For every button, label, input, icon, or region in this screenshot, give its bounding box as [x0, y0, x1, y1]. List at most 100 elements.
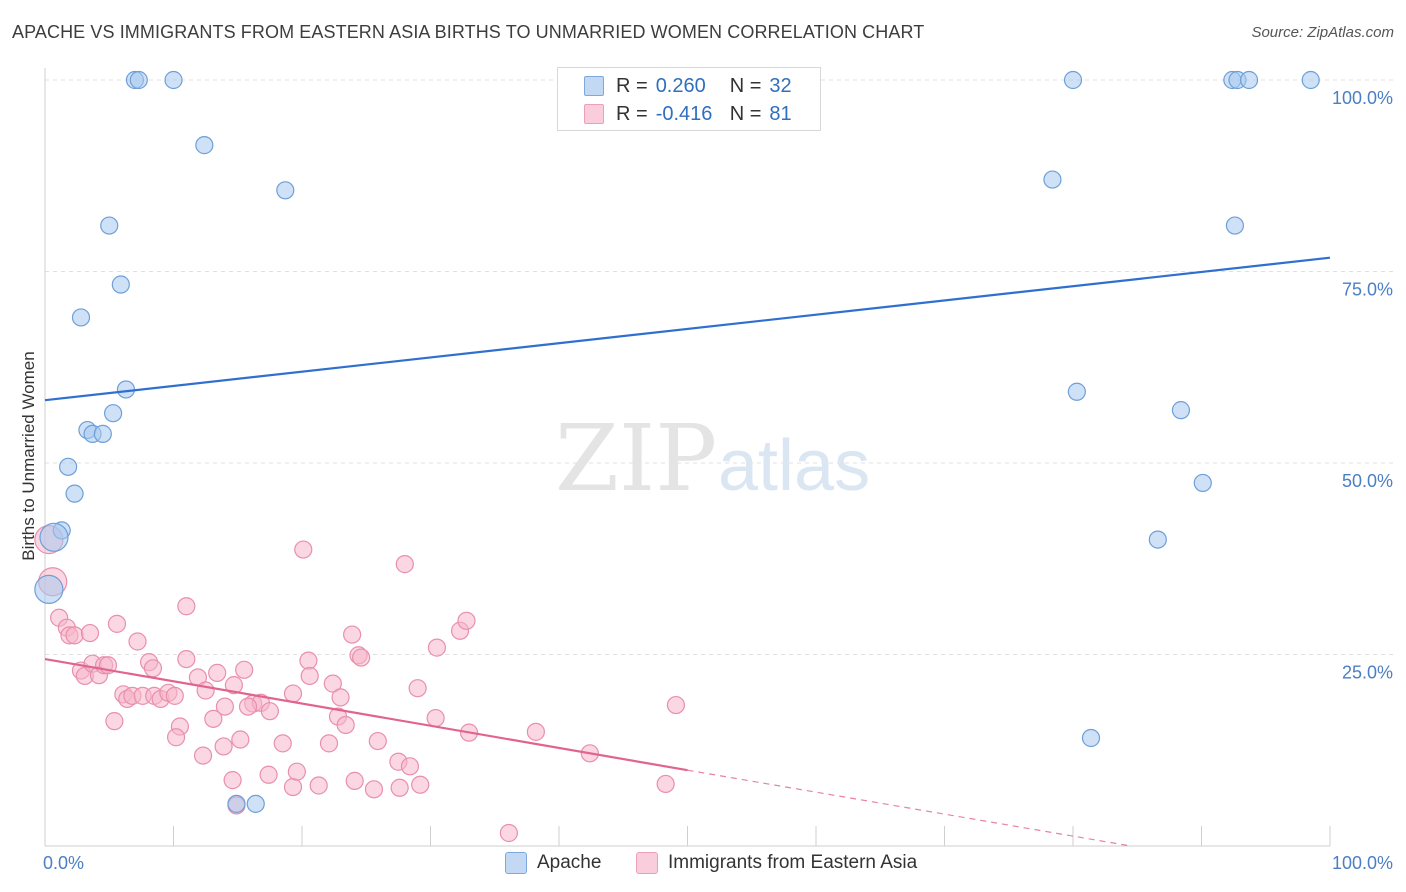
- y-tick-labels: 100.0% 75.0% 50.0% 25.0%: [1332, 88, 1393, 683]
- immig-point: [526, 722, 545, 741]
- y-axis-label: Births to Unmarried Women: [19, 351, 38, 561]
- apache-point: [276, 181, 295, 200]
- apache-point: [1067, 382, 1086, 401]
- y-tick-label: 100.0%: [1332, 88, 1393, 108]
- chart-title: APACHE VS IMMIGRANTS FROM EASTERN ASIA B…: [12, 22, 925, 42]
- immig-point: [666, 695, 686, 715]
- immig-point: [193, 746, 213, 765]
- immig-point: [260, 702, 279, 721]
- legend-n-label: N =: [729, 74, 762, 97]
- immig-point: [224, 676, 243, 695]
- immig-point: [177, 649, 196, 669]
- immig-point: [107, 614, 127, 633]
- apache-point: [34, 574, 64, 604]
- immig-point: [214, 737, 233, 756]
- immig-point: [352, 648, 371, 667]
- x-tick-labels: 0.0% 100.0%: [43, 853, 1393, 873]
- immig-point: [294, 540, 313, 559]
- immig-point: [165, 686, 184, 705]
- apache-point: [1063, 70, 1083, 90]
- apache-point: [65, 484, 84, 503]
- gridlines: [45, 79, 1393, 655]
- immig-point: [411, 775, 430, 794]
- immig-point: [390, 778, 409, 797]
- apache-point: [246, 794, 265, 813]
- apache-point: [1301, 70, 1320, 90]
- apache-point: [1225, 216, 1245, 235]
- immig-point: [204, 709, 223, 728]
- apache-point: [1193, 473, 1212, 493]
- bottom-legend-label-immig: Immigrants from Eastern Asia: [668, 852, 918, 873]
- immig-point: [238, 697, 258, 716]
- y-tick-label: 75.0%: [1342, 280, 1393, 300]
- watermark-atlas: atlas: [718, 426, 870, 506]
- y-tick-label: 25.0%: [1342, 663, 1393, 683]
- y-tick-label: 50.0%: [1342, 471, 1393, 491]
- apache-point: [227, 794, 246, 813]
- bottom-legend-immig: Immigrants from Eastern Asia: [636, 852, 917, 874]
- apache-point: [1081, 728, 1101, 748]
- immig-point: [499, 823, 518, 843]
- immig-point: [395, 555, 414, 574]
- immig-point: [319, 734, 339, 753]
- watermark-zip: ZIP: [555, 405, 717, 512]
- apache-point: [1148, 530, 1167, 549]
- legend-r-label: R =: [616, 102, 648, 125]
- immig-point: [426, 708, 445, 728]
- immig-point: [323, 674, 342, 693]
- apache-point: [1239, 70, 1259, 90]
- immig-point: [427, 638, 447, 657]
- immig-point: [273, 734, 292, 753]
- immig-point: [65, 626, 84, 645]
- bottom-legend-apache: Apache: [505, 852, 601, 874]
- apache-series: [34, 70, 1320, 813]
- apache-point: [111, 275, 130, 294]
- immig-point: [283, 684, 303, 703]
- immig-point: [300, 666, 319, 686]
- immig-trend-line: [44, 658, 688, 772]
- immig-point: [80, 623, 100, 643]
- legend-n-label: N =: [729, 102, 762, 125]
- immig-point: [368, 731, 387, 751]
- immig-point: [287, 762, 306, 781]
- immig-point: [364, 780, 384, 799]
- apache-point: [164, 70, 183, 90]
- immig-series: [34, 524, 686, 843]
- apache-point: [93, 424, 112, 443]
- immig-point: [105, 712, 124, 731]
- immig-trend-extension: [687, 769, 1131, 847]
- immig-point: [128, 632, 147, 651]
- apache-point: [1171, 401, 1191, 420]
- watermark: ZIP atlas: [555, 405, 870, 512]
- legend-swatch-immig: [584, 104, 604, 124]
- immig-point: [408, 679, 427, 698]
- apache-point: [59, 457, 78, 476]
- legend-row-apache: R = 0.260 N = 32: [584, 72, 792, 100]
- apache-point: [39, 522, 69, 552]
- legend-swatch-apache: [584, 76, 604, 96]
- bottom-legend-label-apache: Apache: [537, 852, 602, 873]
- immig-point: [400, 757, 420, 776]
- bottom-legend-swatch-immig: [636, 852, 658, 874]
- source-label: Source: ZipAtlas.com: [1251, 24, 1394, 41]
- immig-point: [309, 776, 328, 795]
- immig-point: [223, 771, 242, 790]
- legend-row-immig: R = -0.416 N = 81: [584, 100, 792, 128]
- apache-point: [100, 216, 119, 235]
- legend-r-value: 0.260: [655, 74, 706, 97]
- immig-point: [235, 660, 254, 679]
- apache-point: [1043, 170, 1062, 189]
- immig-point: [299, 651, 318, 670]
- immig-point: [336, 715, 355, 735]
- immig-point: [259, 765, 278, 784]
- bottom-legend-swatch-apache: [505, 852, 527, 874]
- immig-point: [177, 597, 196, 616]
- trend-lines: [44, 256, 1331, 847]
- immig-point: [345, 771, 364, 790]
- apache-point: [104, 404, 123, 423]
- immig-point: [331, 688, 350, 707]
- immig-point: [283, 777, 303, 797]
- immig-point: [656, 774, 675, 794]
- x-tick-label: 100.0%: [1332, 853, 1393, 873]
- legend-n-value: 32: [769, 74, 792, 97]
